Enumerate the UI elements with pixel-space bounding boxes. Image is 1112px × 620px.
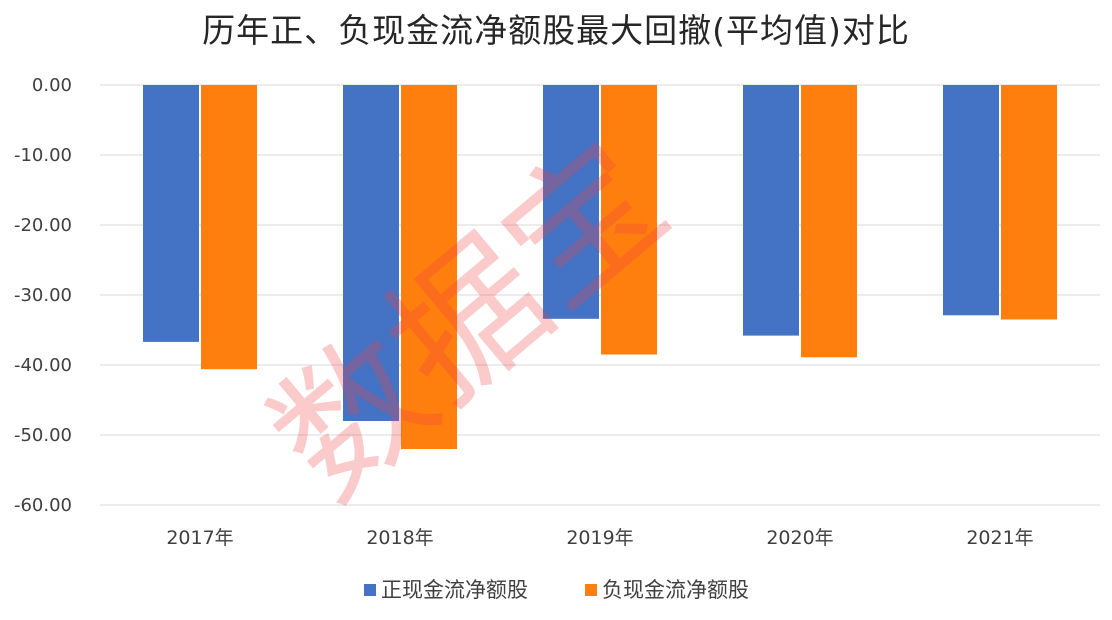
bar-negative-0 bbox=[201, 85, 257, 370]
bar-positive-4 bbox=[943, 85, 999, 316]
bar-positive-0 bbox=[143, 85, 199, 342]
bar-negative-1 bbox=[401, 85, 457, 449]
y-tick-label: -60.00 bbox=[14, 495, 72, 516]
chart-title: 历年正、负现金流净额股最大回撤(平均值)对比 bbox=[202, 11, 910, 50]
bar-negative-2 bbox=[601, 85, 657, 355]
legend: 正现金流净额股 负现金流净额股 bbox=[364, 578, 749, 602]
y-tick-label: -50.00 bbox=[14, 425, 72, 446]
legend-label: 负现金流净额股 bbox=[602, 578, 749, 602]
y-tick-label: -20.00 bbox=[14, 215, 72, 236]
x-category-label: 2019年 bbox=[566, 527, 633, 549]
y-axis: 0.00 -10.00 -20.00 -30.00 -40.00 -50.00 -60.00 bbox=[14, 75, 72, 516]
x-axis: 2017年 2018年 2019年 2020年 2021年 bbox=[166, 527, 1033, 549]
bar-positive-2 bbox=[543, 85, 599, 319]
bar-positive-1 bbox=[343, 85, 399, 421]
bar-positive-3 bbox=[743, 85, 799, 336]
x-category-label: 2020年 bbox=[766, 527, 833, 549]
x-category-label: 2017年 bbox=[166, 527, 233, 549]
bars bbox=[143, 85, 1057, 449]
bar-negative-4 bbox=[1001, 85, 1057, 320]
legend-swatch bbox=[585, 584, 597, 596]
x-category-label: 2018年 bbox=[366, 527, 433, 549]
legend-swatch bbox=[364, 584, 376, 596]
y-tick-label: -30.00 bbox=[14, 285, 72, 306]
y-tick-label: -40.00 bbox=[14, 355, 72, 376]
gridlines bbox=[100, 84, 1100, 506]
y-tick-label: -10.00 bbox=[14, 145, 72, 166]
y-tick-label: 0.00 bbox=[32, 75, 72, 96]
bar-negative-3 bbox=[801, 85, 857, 358]
legend-label: 正现金流净额股 bbox=[381, 578, 528, 602]
x-category-label: 2021年 bbox=[966, 527, 1033, 549]
